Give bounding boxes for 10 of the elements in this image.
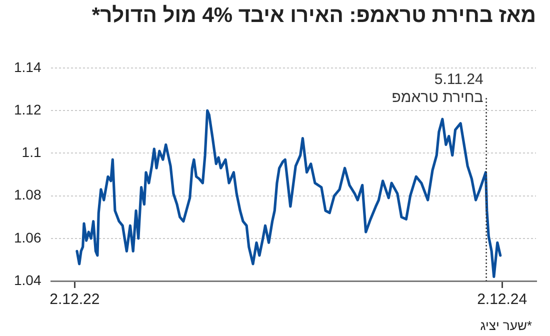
x-tick-label: 2.12.22: [50, 291, 100, 308]
y-tick-label: 1.04: [14, 272, 42, 288]
y-tick-label: 1.14: [14, 58, 42, 75]
y-tick-label: 1.1: [22, 144, 42, 160]
y-tick-label: 1.12: [14, 101, 42, 118]
chart-title: מאז בחירת טראמפ: האירו איבד 4% מול הדולר*: [92, 4, 536, 28]
x-tick-label: 2.12.24: [477, 291, 528, 308]
text: *שער יציג: [480, 318, 532, 333]
y-tick-label: 1.08: [14, 186, 42, 203]
y-tick-label: 1.06: [14, 229, 42, 246]
